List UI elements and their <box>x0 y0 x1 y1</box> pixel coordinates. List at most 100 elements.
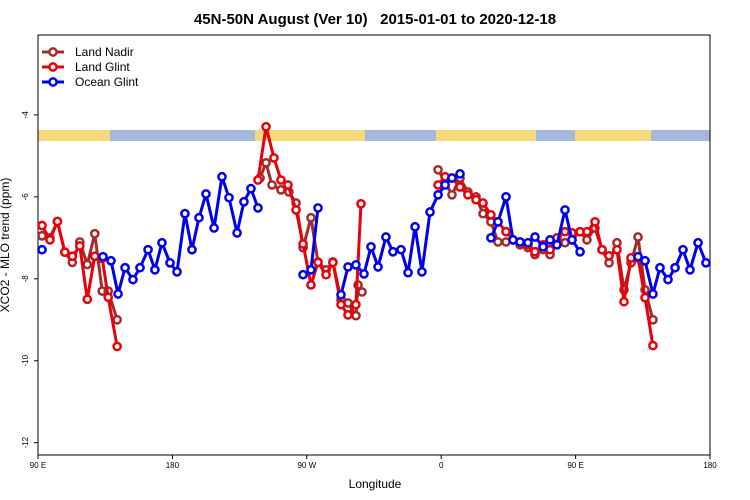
data-point <box>103 292 114 303</box>
data-point <box>37 220 47 231</box>
data-point <box>655 262 665 273</box>
land-band <box>255 130 365 141</box>
data-point <box>619 296 629 307</box>
data-point <box>253 203 263 213</box>
data-point <box>597 244 607 255</box>
data-point <box>217 171 227 182</box>
y-tick-label: -12 <box>21 436 30 448</box>
data-point <box>351 299 361 310</box>
data-point <box>590 216 600 227</box>
data-point <box>306 280 316 290</box>
data-point <box>455 169 465 179</box>
data-point <box>356 198 366 209</box>
data-point <box>582 235 592 245</box>
data-point <box>112 341 122 352</box>
data-point <box>560 205 570 215</box>
data-point <box>276 185 286 195</box>
data-point <box>239 196 249 207</box>
data-point <box>298 269 308 280</box>
data-point <box>648 289 658 299</box>
data-point <box>447 173 457 183</box>
legend-label: Land Nadir <box>75 45 134 59</box>
data-point <box>37 230 47 241</box>
data-point <box>98 251 108 262</box>
data-point <box>112 314 122 325</box>
data-point <box>291 205 301 215</box>
data-point <box>343 310 353 320</box>
data-point <box>253 175 263 185</box>
data-point <box>366 241 376 252</box>
legend-label: Ocean Glint <box>75 75 139 89</box>
data-point <box>357 287 367 297</box>
plot-frame <box>37 34 711 456</box>
data-point <box>313 203 323 213</box>
data-point <box>180 208 190 219</box>
data-point <box>478 198 488 208</box>
data-point <box>417 266 427 277</box>
data-point <box>113 289 123 299</box>
data-point <box>67 251 78 262</box>
data-point <box>143 244 153 255</box>
data-point <box>328 257 338 268</box>
data-point <box>663 274 673 285</box>
data-point <box>52 216 63 227</box>
data-point <box>493 216 503 227</box>
data-point <box>351 310 361 321</box>
y-tick-label: -4 <box>21 111 30 119</box>
data-point <box>261 157 271 168</box>
data-point <box>283 180 293 190</box>
y-tick-label: -6 <box>21 193 30 201</box>
x-tick-label: 180 <box>166 461 180 470</box>
data-point <box>351 260 361 270</box>
data-point <box>343 262 353 272</box>
data-point <box>306 212 316 223</box>
x-tick-label: 90 E <box>30 461 46 470</box>
data-point <box>336 289 346 300</box>
data-point <box>701 257 711 268</box>
data-point <box>410 221 420 232</box>
data-point <box>261 121 271 132</box>
data-point <box>440 180 450 190</box>
data-point <box>89 228 100 239</box>
x-tick-label: 0 <box>439 461 444 470</box>
data-point <box>670 262 680 273</box>
data-point <box>269 153 279 163</box>
data-point <box>359 269 369 279</box>
data-point <box>194 212 204 223</box>
legend-swatch-marker <box>48 62 58 72</box>
data-point <box>187 244 197 255</box>
data-point <box>633 251 643 262</box>
data-point <box>396 244 406 255</box>
data-point <box>82 294 93 305</box>
data-point <box>433 164 443 175</box>
data-point <box>276 175 286 185</box>
data-point <box>604 251 614 261</box>
x-axis-label: Longitude <box>349 477 402 491</box>
data-point <box>567 235 577 245</box>
data-point <box>678 244 688 255</box>
y-tick-label: -8 <box>21 275 30 283</box>
y-axis-label: XCO2 - MLO trend (ppm) <box>0 178 12 313</box>
data-point <box>74 241 85 251</box>
data-point <box>306 264 316 275</box>
data-point <box>685 264 695 275</box>
data-point <box>120 262 130 273</box>
data-point <box>388 246 398 257</box>
legend-label: Land Glint <box>75 60 130 74</box>
data-point <box>447 189 457 200</box>
legend-swatch-marker <box>48 47 58 57</box>
data-point <box>486 232 496 243</box>
data-point <box>37 244 47 255</box>
data-point <box>89 251 100 262</box>
data-point <box>648 340 658 351</box>
data-point <box>486 210 496 220</box>
data-point <box>313 257 323 268</box>
data-point <box>530 246 540 257</box>
data-point <box>60 247 70 258</box>
data-point <box>209 223 219 233</box>
land-band <box>575 130 651 141</box>
data-point <box>201 189 211 199</box>
data-point <box>232 228 242 238</box>
data-point <box>633 232 643 242</box>
data-point <box>640 255 650 266</box>
